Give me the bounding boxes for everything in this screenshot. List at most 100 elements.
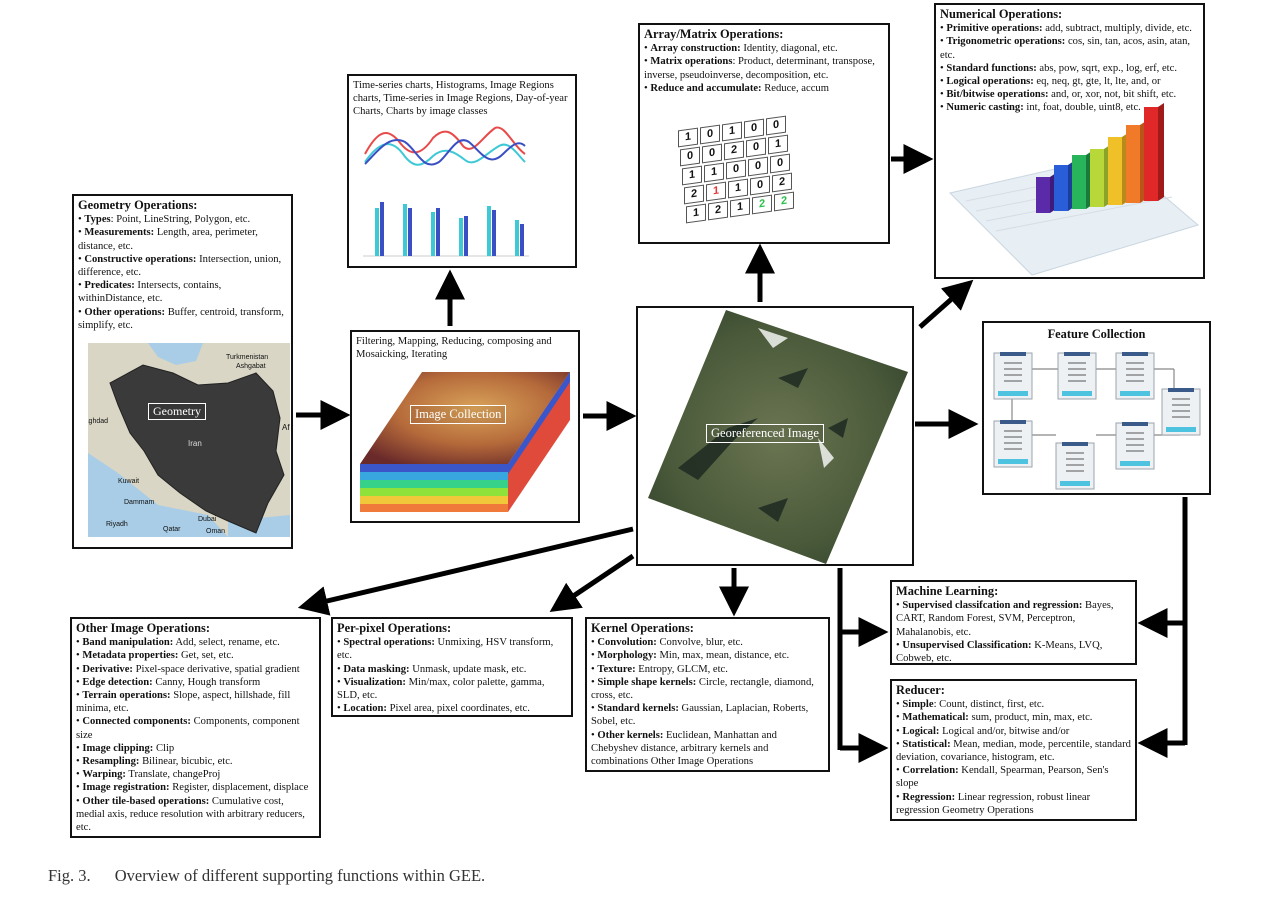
list-item: • Trigonometric operations: cos, sin, ta… xyxy=(940,36,1191,61)
charts-text: Time-series charts, Histograms, Image Re… xyxy=(353,80,568,118)
arrow-image-to-per-pixel xyxy=(549,553,635,612)
caption-text: Overview of different supporting functio… xyxy=(114,866,486,885)
map-place-3: Baghdad xyxy=(88,418,109,425)
image-collection-box: Filtering, Mapping, Reducing, composing … xyxy=(350,330,580,523)
list-item: • Other kernels: Euclidean, Manhattan an… xyxy=(591,729,777,768)
list-item: • Unsupervised Classification: K-Means, … xyxy=(896,639,1103,665)
caption-number: Fig. 3. xyxy=(48,866,91,885)
ml-items: • Supervised classifcation and regressio… xyxy=(896,599,1131,665)
matrix-cell: 0 xyxy=(700,124,720,145)
matrix-cell: 0 xyxy=(748,156,768,177)
list-item: • Other tile-based operations: Cumulativ… xyxy=(76,795,305,834)
array-matrix-box: Array/Matrix Operations: • Array constru… xyxy=(638,23,890,244)
reducer-title: Reducer: xyxy=(896,683,945,697)
kernel-operations-box: Kernel Operations: • Convolution: Convol… xyxy=(585,617,830,772)
matrix-cell: 2 xyxy=(724,140,744,161)
list-item: • Simple: Count, distinct, first, etc. xyxy=(896,699,1045,711)
list-item: • Metadata properties: Get, set, etc. xyxy=(76,650,234,662)
numerical-items: • Primitive operations: add, subtract, m… xyxy=(940,22,1199,114)
matrix-cell: 2 xyxy=(772,172,792,193)
feature-card-icon xyxy=(993,352,1033,400)
feature-card-icon xyxy=(1161,388,1201,436)
map-place-7: Qatar xyxy=(163,526,181,533)
georeferenced-image-box: Georeferenced Image xyxy=(636,306,914,566)
map-place-5: Dammam xyxy=(124,499,155,506)
matrix-cell: 2 xyxy=(774,191,794,212)
matrix-cell: 1 xyxy=(686,203,706,224)
kernel-items: • Convolution: Convolve, blur, etc. • Mor… xyxy=(591,636,824,768)
image-collection-label: Image Collection xyxy=(410,405,507,424)
matrix-cell: 0 xyxy=(680,146,700,167)
list-item: • Statistical: Mean, median, mode, perce… xyxy=(896,738,1131,764)
matrix-cell: 0 xyxy=(726,159,746,180)
feature-collection-illustration xyxy=(993,352,1201,490)
list-item: • Logical: Logical and/or, bitwise and/o… xyxy=(896,725,1070,737)
ml-title: Machine Learning: xyxy=(896,584,999,598)
charts-illustration xyxy=(363,126,529,257)
feature-collection-box: Feature Collection xyxy=(982,321,1211,495)
image-collection-stack xyxy=(360,372,570,512)
feature-card-icon xyxy=(1057,352,1097,400)
list-item: • Visualization: Min/max, color palette,… xyxy=(337,676,545,702)
list-item: • Convolution: Convolve, blur, etc. xyxy=(591,637,743,649)
matrix-cell: 0 xyxy=(770,153,790,174)
matrix-cell: 1 xyxy=(730,197,750,218)
kernel-title: Kernel Operations: xyxy=(591,621,694,635)
list-item: • Resampling: Bilinear, bicubic, etc. xyxy=(76,756,233,768)
list-item: • Warping: Translate, changeProj xyxy=(76,769,221,781)
reducer-box: Reducer: • Simple: Count, distinct, firs… xyxy=(890,679,1137,821)
list-item: • Location: Pixel area, pixel coordinate… xyxy=(337,703,530,715)
list-item: • Numeric casting: int, foat, double, ui… xyxy=(940,102,1141,114)
numerical-bar-illustration xyxy=(949,103,1200,276)
list-item: • Correlation: Kendall, Spearman, Pearso… xyxy=(896,765,1109,790)
per-pixel-title: Per-pixel Operations: xyxy=(337,621,452,635)
list-item: • Texture: Entropy, GLCM, etc. xyxy=(591,663,728,675)
list-item: • Connected components: Components, comp… xyxy=(76,716,300,741)
list-item: • Edge detection: Canny, Hough transform xyxy=(76,676,261,688)
feature-card-icon xyxy=(1115,352,1155,400)
geometry-map-label: Geometry xyxy=(148,403,206,421)
list-item: • Matrix operations: Product, determinan… xyxy=(644,56,875,81)
array-items: • Array construction: Identity, diagonal… xyxy=(644,42,884,95)
list-item: • Supervised classifcation and regressio… xyxy=(896,600,1114,638)
list-item: • Terrain operations: Slope, aspect, hil… xyxy=(76,690,291,715)
list-item: • Types: Point, LineString, Polygon, etc… xyxy=(78,214,251,226)
map-svg xyxy=(88,343,290,537)
satellite-image xyxy=(648,310,908,564)
list-item: • Simple shape kernels: Circle, rectangl… xyxy=(591,676,814,702)
matrix-cell: 2 xyxy=(708,200,728,221)
list-item: • Bit/bitwise operations: and, or, xor, … xyxy=(940,89,1177,101)
array-title: Array/Matrix Operations: xyxy=(644,27,784,41)
numerical-operations-box: Numerical Operations: • Primitive operat… xyxy=(934,3,1205,279)
list-item: • Primitive operations: add, subtract, m… xyxy=(940,23,1192,35)
list-item: • Spectral operations: Unmixing, HSV tra… xyxy=(337,637,554,662)
map-place-6: Riyadh xyxy=(106,521,128,528)
matrix-cell: 2 xyxy=(684,184,704,205)
list-item: • Standard functions: abs, pow, sqrt, ex… xyxy=(940,62,1177,74)
other-image-operations-box: Other Image Operations: • Band manipulat… xyxy=(70,617,321,838)
matrix-cell: 0 xyxy=(744,118,764,139)
machine-learning-box: Machine Learning: • Supervised classifca… xyxy=(890,580,1137,665)
other-image-items: • Band manipulation: Add, select, rename… xyxy=(76,636,315,834)
per-pixel-operations-box: Per-pixel Operations: • Spectral operati… xyxy=(331,617,573,717)
list-item: • Image clipping: Clip xyxy=(76,742,175,754)
list-item: • Predicates: Intersects, contains, with… xyxy=(78,280,222,305)
matrix-cell: 0 xyxy=(750,175,770,196)
list-item: • Reduce and accumulate: Reduce, accum xyxy=(644,82,829,94)
matrix-cell: 1 xyxy=(704,162,724,183)
matrix-cell: 0 xyxy=(766,115,786,136)
per-pixel-items: • Spectral operations: Unmixing, HSV tra… xyxy=(337,636,567,715)
matrix-cell: 1 xyxy=(678,127,698,148)
feature-collection-title: Feature Collection xyxy=(1047,327,1146,341)
map-place-2: Iran xyxy=(188,439,202,448)
arrow-image-to-other-image xyxy=(297,526,634,616)
matrix-cell: 1 xyxy=(768,134,788,155)
feature-card-icon xyxy=(1055,442,1095,490)
matrix-cell: 1 xyxy=(728,178,748,199)
list-item: • Standard kernels: Gaussian, Laplacian,… xyxy=(591,703,809,728)
list-item: • Array construction: Identity, diagonal… xyxy=(644,43,838,55)
figure-caption: Fig. 3. Overview of different supporting… xyxy=(48,866,485,886)
list-item: • Band manipulation: Add, select, rename… xyxy=(76,637,280,649)
matrix-cell: 1 xyxy=(722,121,742,142)
